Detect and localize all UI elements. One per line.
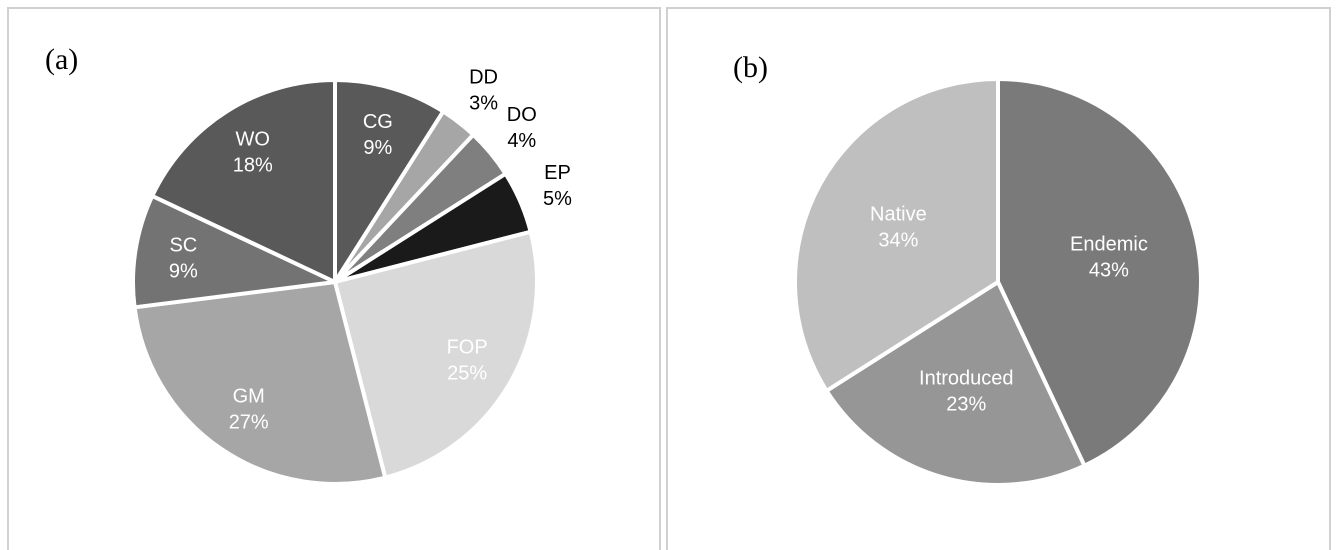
slice-label: SC: [169, 234, 197, 256]
pie-slice: [996, 77, 1203, 468]
slice-label: CG: [363, 111, 393, 133]
pie-slice: [150, 78, 337, 284]
pie-slice: [333, 229, 539, 480]
slice-value-label: 5%: [543, 188, 572, 210]
slice-label: EP: [544, 162, 571, 184]
slice-value-label: 3%: [469, 93, 498, 115]
panel-b-frame: [666, 7, 1331, 550]
slice-value-label: 9%: [363, 137, 392, 159]
slice-value-label: 34%: [878, 230, 918, 252]
pie-slice: [131, 193, 337, 310]
slice-label: DO: [507, 104, 537, 126]
slice-label: Native: [870, 204, 927, 226]
slice-label: GM: [233, 385, 265, 407]
slice-label: WO: [236, 129, 270, 151]
slice-value-label: 43%: [1089, 259, 1129, 281]
slice-label: FOP: [447, 336, 488, 358]
slice-value-label: 25%: [447, 362, 487, 384]
slice-value-label: 27%: [229, 411, 269, 433]
pie-slice: [793, 77, 1000, 393]
slice-label: Endemic: [1070, 233, 1148, 255]
pie-slice: [824, 280, 1087, 487]
slice-label: DD: [469, 67, 498, 89]
pie-slice: [333, 78, 446, 284]
slice-value-label: 9%: [169, 260, 198, 282]
panel-a-frame: [7, 7, 661, 550]
slice-value-label: 18%: [233, 155, 273, 177]
pie-slice: [132, 280, 388, 486]
chart-title: (b): [733, 51, 768, 84]
panel-frames: [7, 7, 1331, 550]
slice-value-label: 4%: [507, 130, 536, 152]
slice-value-label: 23%: [946, 393, 986, 415]
slice-label: Introduced: [919, 367, 1014, 389]
chart-title: (a): [45, 43, 78, 76]
